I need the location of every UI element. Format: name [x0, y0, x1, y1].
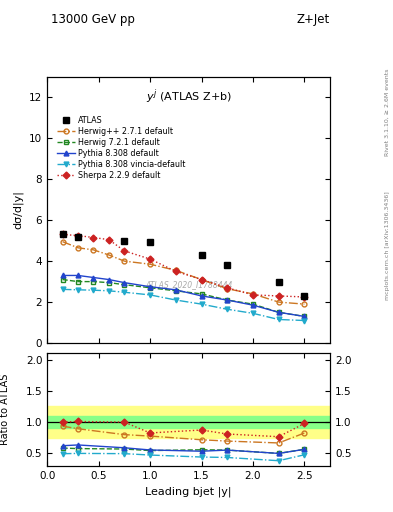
Text: Z+Jet: Z+Jet	[297, 13, 330, 26]
Text: 13000 GeV pp: 13000 GeV pp	[51, 13, 135, 26]
X-axis label: Leading bjet |y|: Leading bjet |y|	[145, 486, 232, 497]
Text: $y^{j}$ (ATLAS Z+b): $y^{j}$ (ATLAS Z+b)	[146, 88, 231, 106]
Text: ATLAS_2020_I1788444: ATLAS_2020_I1788444	[145, 280, 232, 289]
Y-axis label: dσ/d|y|: dσ/d|y|	[13, 190, 24, 229]
Text: Rivet 3.1.10, ≥ 2.6M events: Rivet 3.1.10, ≥ 2.6M events	[385, 69, 389, 156]
Legend: ATLAS, Herwig++ 2.7.1 default, Herwig 7.2.1 default, Pythia 8.308 default, Pythi: ATLAS, Herwig++ 2.7.1 default, Herwig 7.…	[54, 113, 189, 183]
Y-axis label: Ratio to ATLAS: Ratio to ATLAS	[0, 374, 10, 445]
Text: mcplots.cern.ch [arXiv:1306.3436]: mcplots.cern.ch [arXiv:1306.3436]	[385, 191, 389, 300]
